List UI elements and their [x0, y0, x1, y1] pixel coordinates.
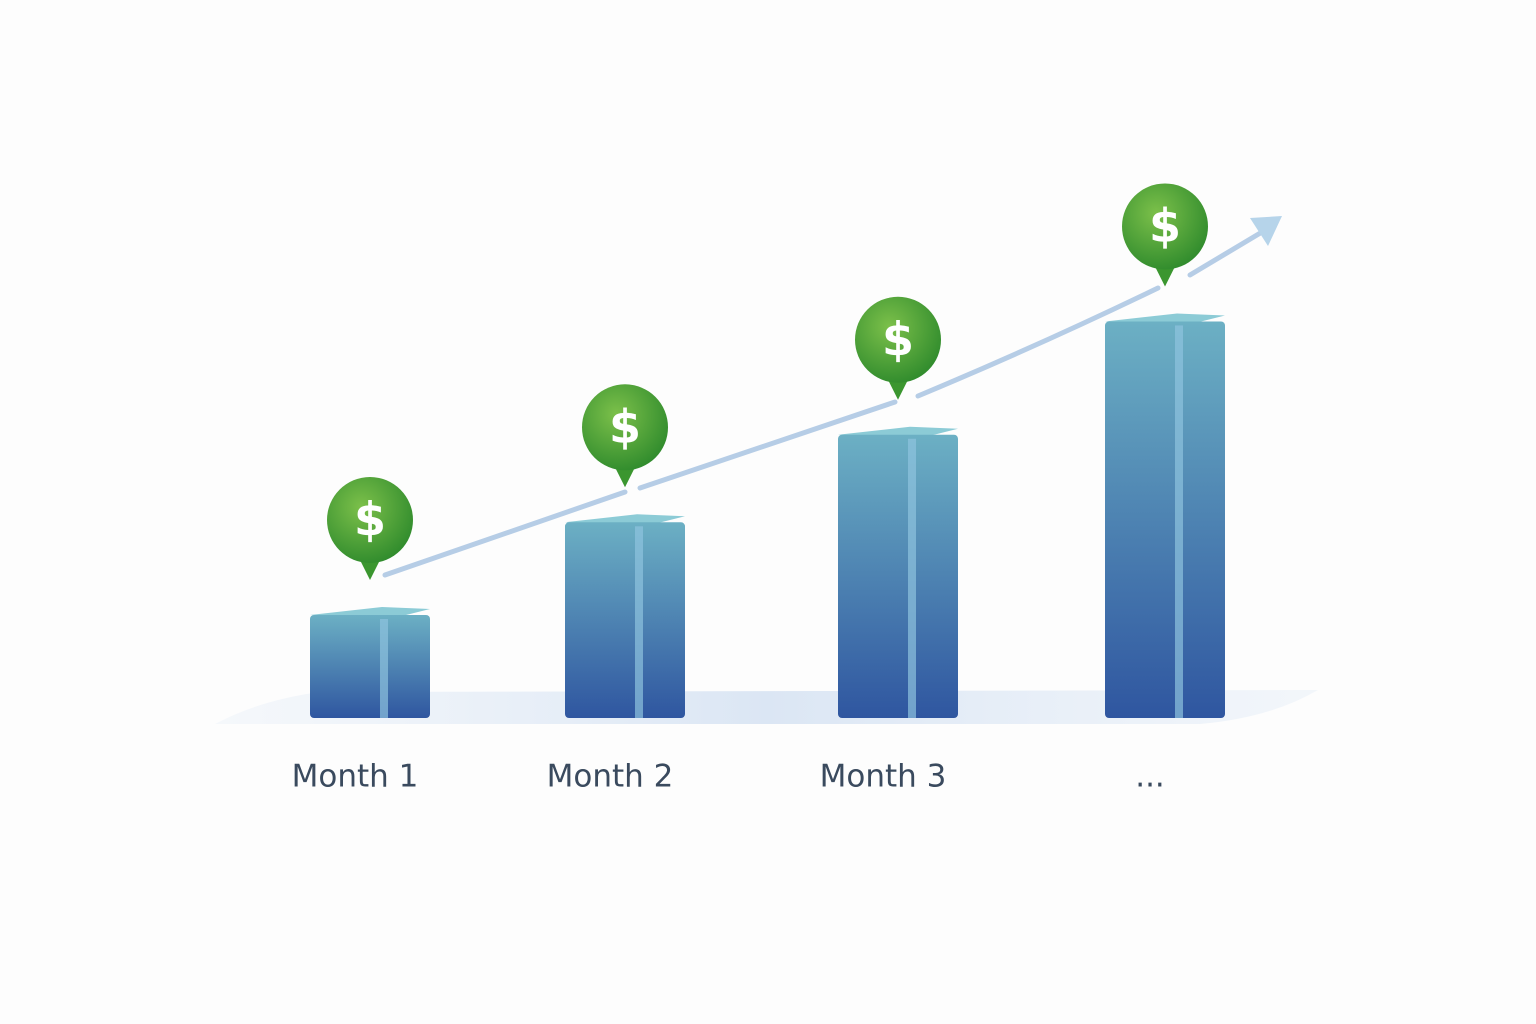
bar: [838, 434, 958, 718]
bar: [565, 522, 685, 718]
ground: [215, 690, 1318, 724]
x-tick-label: ...: [1135, 759, 1165, 795]
x-tick-label: Month 1: [292, 759, 419, 795]
coin-marker: [1122, 183, 1208, 270]
bar: [1105, 321, 1225, 718]
marker-label: $: [354, 493, 386, 547]
bar: [310, 615, 430, 718]
trend-arrow: [382, 229, 1265, 578]
coin-marker: [327, 477, 413, 563]
bar-edge: [635, 526, 643, 718]
arrow-head: [1250, 216, 1282, 246]
bar-edge: [908, 438, 916, 718]
marker-label: $: [882, 312, 914, 366]
bar-edge: [380, 619, 388, 718]
x-tick-label: Month 2: [547, 759, 674, 795]
coin-marker: [855, 296, 941, 383]
coin-marker: [582, 384, 668, 471]
x-tick-label: Month 3: [820, 759, 947, 795]
marker-label: $: [1149, 199, 1181, 253]
marker-label: $: [609, 400, 641, 454]
bar-edge: [1175, 325, 1183, 718]
